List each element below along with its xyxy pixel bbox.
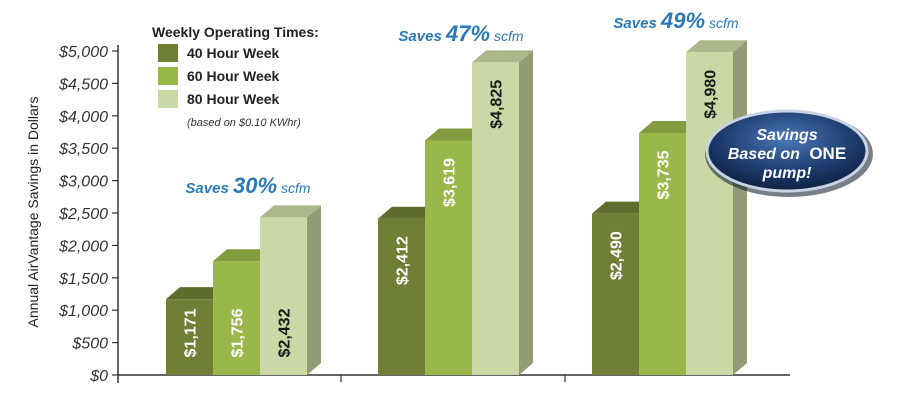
saves-unit: scfm <box>494 28 524 44</box>
bar-g3-s3: $4,980 <box>686 40 747 376</box>
saves-percent: 30% <box>233 173 277 198</box>
bar-value-label: $4,980 <box>703 70 720 119</box>
badge-line-2: Based on ONE <box>728 144 846 163</box>
y-tick-label: $5,000 <box>58 44 108 61</box>
legend: Weekly Operating Times: 40 Hour Week 60 … <box>152 24 319 129</box>
saves-unit: scfm <box>281 180 311 196</box>
saves-unit: scfm <box>709 15 739 31</box>
bar-value-label: $2,432 <box>277 308 294 357</box>
badge-line-1: Savings <box>756 127 817 144</box>
badge-line-2-emph: ONE <box>809 144 846 163</box>
bar-top <box>639 120 700 133</box>
bar-front <box>686 52 733 376</box>
y-tick-label: $1,500 <box>58 271 108 288</box>
saves-percent: 47% <box>445 21 490 46</box>
saves-prefix: Saves <box>398 28 446 45</box>
bar-top <box>425 128 486 141</box>
bar-side <box>733 40 747 376</box>
bar-top <box>166 287 227 300</box>
saves-prefix: Saves <box>185 180 233 197</box>
bar-value-label: $3,735 <box>656 150 673 199</box>
legend-swatch-80 <box>158 90 178 108</box>
bar-side <box>307 205 321 375</box>
legend-swatch-40 <box>158 44 178 62</box>
bar-front <box>378 218 425 375</box>
bar-value-label: $4,825 <box>489 80 506 129</box>
bar-value-label: $3,619 <box>442 158 459 207</box>
y-tick-label: $3,000 <box>58 174 108 191</box>
bar-front <box>472 62 519 376</box>
y-tick-label: $3,500 <box>58 141 108 158</box>
saves-annotation: Saves 47% scfm <box>398 21 523 46</box>
legend-label-40: 40 Hour Week <box>187 45 280 61</box>
bar-front <box>639 132 686 375</box>
saves-annotation: Saves 30% scfm <box>185 173 310 198</box>
bar-value-label: $2,490 <box>609 231 626 280</box>
saves-prefix: Saves <box>613 15 661 32</box>
bar-top <box>378 206 439 219</box>
bar-value-label: $2,412 <box>395 236 412 285</box>
y-tick-label: $2,500 <box>58 206 108 223</box>
y-axis-label: Annual AirVantage Savings in Dollars <box>25 97 41 328</box>
saves-annotation: Saves 49% scfm <box>613 8 738 33</box>
bar-value-label: $1,171 <box>183 308 200 357</box>
legend-swatch-60 <box>158 67 178 85</box>
badge-line-2-prefix: Based on <box>728 146 800 163</box>
bar-front <box>425 140 472 375</box>
bar-front <box>260 217 307 375</box>
axis-layer: $0 $500 $1,000 $1,500 $2,000 $2,500 $3,000 $3,5… <box>58 44 790 385</box>
bar-side <box>519 50 533 376</box>
bar-top <box>213 249 274 262</box>
legend-note: (based on $0.10 KWhr) <box>187 117 301 129</box>
saves-percent: 49% <box>660 8 705 33</box>
bar-front <box>213 261 260 375</box>
bar-value-label: $1,756 <box>230 308 247 357</box>
bar-front <box>166 299 213 375</box>
bar-front <box>592 213 639 375</box>
bar-g2-s3: $4,825 <box>472 50 533 376</box>
badge-line-3: pump! <box>762 165 813 182</box>
bar-top <box>686 40 747 53</box>
y-tick-label: $1,000 <box>58 303 108 320</box>
bar-top <box>592 201 653 214</box>
y-tick-label: $0 <box>89 368 108 385</box>
y-tick-label: $4,000 <box>58 109 108 126</box>
y-tick-label: $4,500 <box>58 76 108 93</box>
bar-g1-s3: $2,432 <box>260 205 321 375</box>
bars-layer: $1,171 $1,756 $2,432 $2,412 $3,619 $4,825 $2,4… <box>166 40 747 376</box>
bar-top <box>472 50 533 63</box>
legend-label-80: 80 Hour Week <box>187 91 280 107</box>
y-tick-label: $500 <box>71 336 108 353</box>
legend-title: Weekly Operating Times: <box>152 24 319 40</box>
savings-badge: Savings Based on ONE pump! <box>705 109 873 197</box>
bar-top <box>260 205 321 218</box>
y-tick-label: $2,000 <box>58 238 108 255</box>
legend-label-60: 60 Hour Week <box>187 68 280 84</box>
